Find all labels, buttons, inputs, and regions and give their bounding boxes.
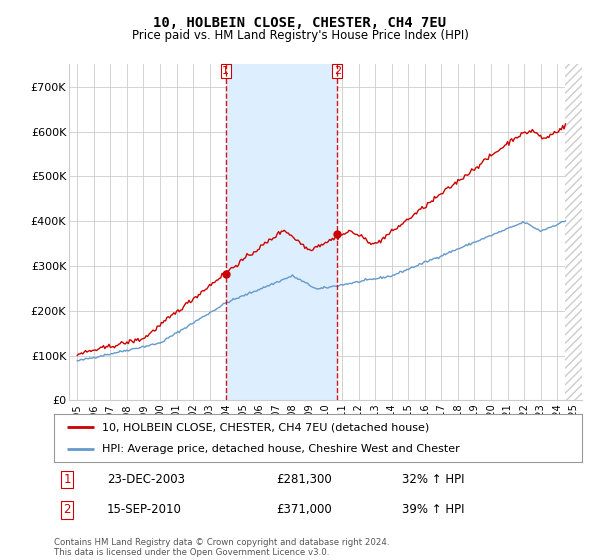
Text: £281,300: £281,300 bbox=[276, 473, 332, 486]
Text: HPI: Average price, detached house, Cheshire West and Chester: HPI: Average price, detached house, Ches… bbox=[101, 444, 459, 454]
Text: 15-SEP-2010: 15-SEP-2010 bbox=[107, 503, 182, 516]
Bar bbox=[226, 64, 337, 400]
Text: 2: 2 bbox=[334, 66, 341, 76]
Text: 10, HOLBEIN CLOSE, CHESTER, CH4 7EU: 10, HOLBEIN CLOSE, CHESTER, CH4 7EU bbox=[154, 16, 446, 30]
Text: 1: 1 bbox=[222, 66, 229, 76]
Text: 32% ↑ HPI: 32% ↑ HPI bbox=[403, 473, 465, 486]
Text: Price paid vs. HM Land Registry's House Price Index (HPI): Price paid vs. HM Land Registry's House … bbox=[131, 29, 469, 42]
Text: 2: 2 bbox=[64, 503, 71, 516]
Text: 39% ↑ HPI: 39% ↑ HPI bbox=[403, 503, 465, 516]
Text: £371,000: £371,000 bbox=[276, 503, 332, 516]
Bar bbox=[565, 64, 582, 400]
Text: 23-DEC-2003: 23-DEC-2003 bbox=[107, 473, 185, 486]
Text: 10, HOLBEIN CLOSE, CHESTER, CH4 7EU (detached house): 10, HOLBEIN CLOSE, CHESTER, CH4 7EU (det… bbox=[101, 422, 429, 432]
Text: 1: 1 bbox=[64, 473, 71, 486]
Text: Contains HM Land Registry data © Crown copyright and database right 2024.
This d: Contains HM Land Registry data © Crown c… bbox=[54, 538, 389, 557]
